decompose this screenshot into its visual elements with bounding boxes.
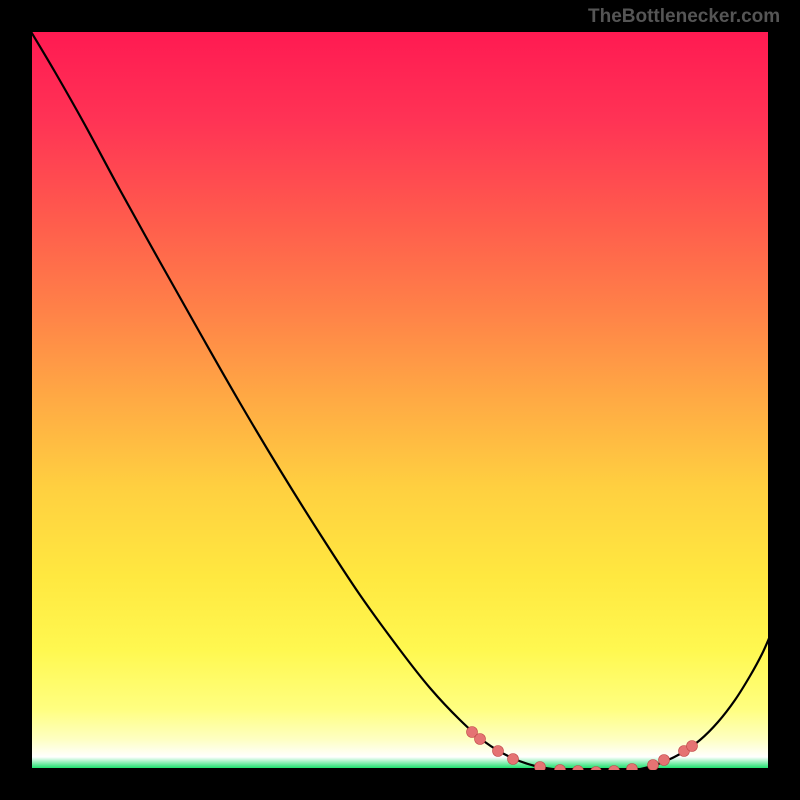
- watermark-text: TheBottlenecker.com: [588, 6, 780, 28]
- chart-canvas: TheBottlenecker.com: [0, 0, 800, 800]
- plot-background: [30, 30, 770, 770]
